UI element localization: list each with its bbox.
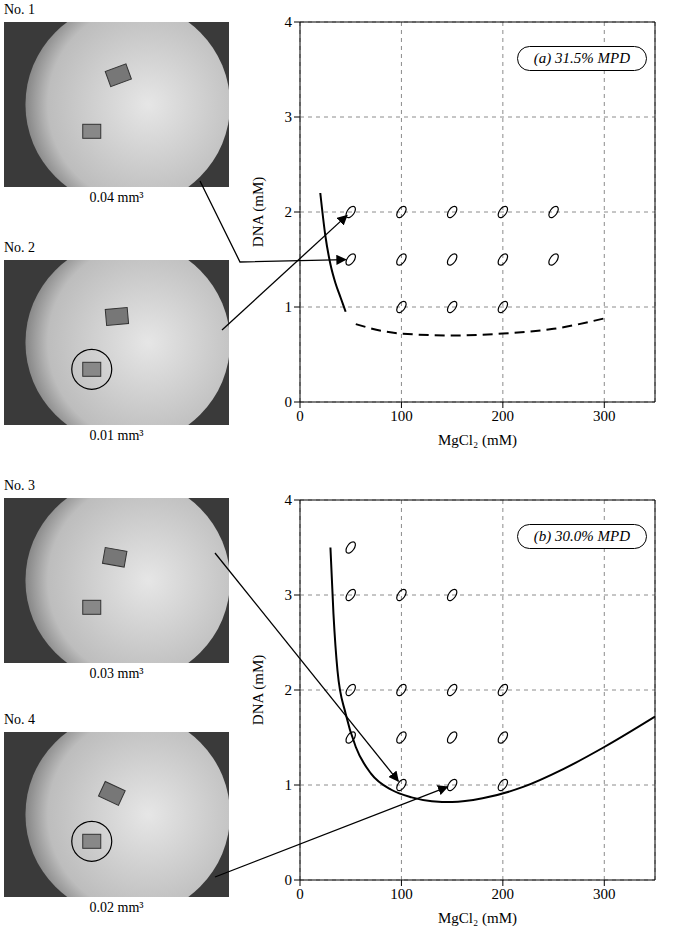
html-text:(a) 31.5% MPD: (a) 31.5% MPD: [533, 50, 630, 66]
html-text:No. 1: No. 1: [4, 2, 36, 17]
svg-text:100: 100: [390, 886, 413, 902]
html-text:No. 3: No. 3: [4, 478, 36, 493]
svg-text:DNA (mM): DNA (mM): [250, 177, 267, 247]
svg-text:1: 1: [285, 777, 293, 793]
svg-text:4: 4: [285, 492, 293, 508]
svg-text:300: 300: [593, 408, 616, 424]
html-text:0.01 mm³: 0.01 mm³: [89, 428, 144, 443]
svg-text:4: 4: [285, 14, 293, 30]
svg-text:MgCl₂ (mM): MgCl₂ (mM): [438, 432, 517, 449]
svg-text:0: 0: [285, 394, 293, 410]
html-text:(b) 30.0% MPD: (b) 30.0% MPD: [533, 528, 630, 544]
svg-text:3: 3: [285, 109, 293, 125]
svg-text:3: 3: [285, 587, 293, 603]
html-text:0.02 mm³: 0.02 mm³: [89, 900, 144, 915]
svg-text:MgCl₂ (mM): MgCl₂ (mM): [438, 910, 517, 927]
html-text:No. 2: No. 2: [4, 240, 36, 255]
svg-text:0: 0: [285, 872, 293, 888]
svg-text:DNA (mM): DNA (mM): [250, 655, 267, 725]
svg-text:0: 0: [296, 886, 304, 902]
svg-text:200: 200: [492, 408, 515, 424]
svg-text:2: 2: [285, 682, 293, 698]
svg-text:200: 200: [492, 886, 515, 902]
html-text:0.03 mm³: 0.03 mm³: [89, 666, 144, 681]
svg-text:1: 1: [285, 299, 293, 315]
svg-text:100: 100: [390, 408, 413, 424]
svg-text:2: 2: [285, 204, 293, 220]
svg-text:300: 300: [593, 886, 616, 902]
html-text:No. 4: No. 4: [4, 712, 36, 727]
html-text:0.04 mm³: 0.04 mm³: [89, 190, 144, 205]
svg-text:0: 0: [296, 408, 304, 424]
